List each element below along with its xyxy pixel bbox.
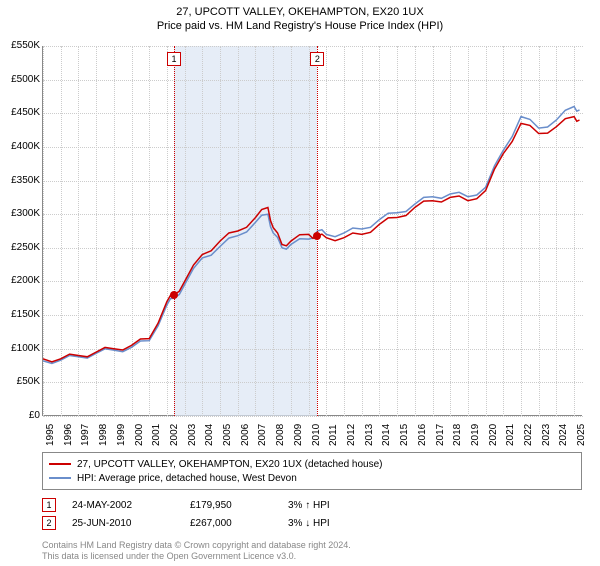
footer-line2: This data is licensed under the Open Gov… bbox=[42, 551, 351, 562]
event-marker-tag: 2 bbox=[310, 52, 324, 66]
legend-box: 27, UPCOTT VALLEY, OKEHAMPTON, EX20 1UX … bbox=[42, 452, 582, 490]
chart-subtitle: Price paid vs. HM Land Registry's House … bbox=[0, 20, 600, 32]
event-change-2: 3% ↓ HPI bbox=[288, 518, 330, 529]
x-axis-label: 2021 bbox=[505, 424, 516, 446]
y-axis-label: £50K bbox=[0, 376, 40, 387]
legend-label-subject: 27, UPCOTT VALLEY, OKEHAMPTON, EX20 1UX … bbox=[77, 459, 383, 470]
x-axis-label: 1997 bbox=[80, 424, 91, 446]
x-axis-label: 2009 bbox=[293, 424, 304, 446]
y-axis-label: £100K bbox=[0, 343, 40, 354]
y-axis-label: £200K bbox=[0, 275, 40, 286]
event-row-1: 1 24-MAY-2002 £179,950 3% ↑ HPI bbox=[42, 496, 582, 514]
x-axis-label: 2004 bbox=[204, 424, 215, 446]
x-axis-label: 2002 bbox=[169, 424, 180, 446]
x-axis-label: 2011 bbox=[328, 424, 339, 446]
chart-title: 27, UPCOTT VALLEY, OKEHAMPTON, EX20 1UX bbox=[0, 6, 600, 18]
x-axis-label: 2025 bbox=[576, 424, 587, 446]
x-axis-label: 2001 bbox=[151, 424, 162, 446]
x-axis-label: 2007 bbox=[257, 424, 268, 446]
event-data: 1 24-MAY-2002 £179,950 3% ↑ HPI 2 25-JUN… bbox=[42, 496, 582, 532]
price-marker bbox=[313, 232, 321, 240]
y-axis-label: £450K bbox=[0, 107, 40, 118]
x-axis-label: 2022 bbox=[523, 424, 534, 446]
swatch-subject bbox=[49, 463, 71, 465]
x-axis-label: 2024 bbox=[558, 424, 569, 446]
x-axis-label: 2006 bbox=[240, 424, 251, 446]
legend-row-hpi: HPI: Average price, detached house, West… bbox=[49, 471, 575, 485]
y-axis-label: £250K bbox=[0, 242, 40, 253]
x-axis-label: 2019 bbox=[470, 424, 481, 446]
event-change-1: 3% ↑ HPI bbox=[288, 500, 330, 511]
x-axis-label: 2014 bbox=[381, 424, 392, 446]
event-tag-1: 1 bbox=[42, 498, 56, 512]
event-price-2: £267,000 bbox=[190, 518, 260, 529]
legend: 27, UPCOTT VALLEY, OKEHAMPTON, EX20 1UX … bbox=[42, 452, 582, 532]
event-line bbox=[317, 46, 318, 416]
x-axis-label: 1996 bbox=[63, 424, 74, 446]
x-axis-label: 1999 bbox=[116, 424, 127, 446]
event-price-1: £179,950 bbox=[190, 500, 260, 511]
footer: Contains HM Land Registry data © Crown c… bbox=[42, 540, 351, 562]
y-axis-label: £500K bbox=[0, 74, 40, 85]
footer-line1: Contains HM Land Registry data © Crown c… bbox=[42, 540, 351, 551]
x-axis-label: 2000 bbox=[134, 424, 145, 446]
y-axis-label: £150K bbox=[0, 309, 40, 320]
y-axis-label: £400K bbox=[0, 141, 40, 152]
event-marker-tag: 1 bbox=[167, 52, 181, 66]
x-axis-label: 2016 bbox=[417, 424, 428, 446]
x-axis-label: 1998 bbox=[98, 424, 109, 446]
y-axis-label: £350K bbox=[0, 175, 40, 186]
x-axis-label: 2015 bbox=[399, 424, 410, 446]
y-axis-label: £300K bbox=[0, 208, 40, 219]
y-axis-label: £0 bbox=[0, 410, 40, 421]
x-axis-label: 2003 bbox=[187, 424, 198, 446]
event-date-1: 24-MAY-2002 bbox=[72, 500, 162, 511]
event-tag-2: 2 bbox=[42, 516, 56, 530]
event-line bbox=[174, 46, 175, 416]
x-axis-label: 1995 bbox=[45, 424, 56, 446]
legend-row-subject: 27, UPCOTT VALLEY, OKEHAMPTON, EX20 1UX … bbox=[49, 457, 575, 471]
chart-container: 27, UPCOTT VALLEY, OKEHAMPTON, EX20 1UX … bbox=[0, 6, 600, 566]
x-axis-label: 2020 bbox=[488, 424, 499, 446]
line-series bbox=[43, 46, 583, 416]
x-axis-label: 2013 bbox=[364, 424, 375, 446]
x-axis-label: 2018 bbox=[452, 424, 463, 446]
legend-label-hpi: HPI: Average price, detached house, West… bbox=[77, 473, 297, 484]
event-date-2: 25-JUN-2010 bbox=[72, 518, 162, 529]
x-axis-label: 2005 bbox=[222, 424, 233, 446]
plot: 12 bbox=[42, 46, 582, 416]
x-axis-label: 2012 bbox=[346, 424, 357, 446]
series-hpi bbox=[43, 107, 580, 364]
x-axis-label: 2010 bbox=[311, 424, 322, 446]
x-axis-label: 2023 bbox=[541, 424, 552, 446]
x-axis-label: 2017 bbox=[435, 424, 446, 446]
swatch-hpi bbox=[49, 477, 71, 479]
chart-area: 12 £0£50K£100K£150K£200K£250K£300K£350K£… bbox=[42, 46, 582, 416]
price-marker bbox=[170, 291, 178, 299]
event-row-2: 2 25-JUN-2010 £267,000 3% ↓ HPI bbox=[42, 514, 582, 532]
y-axis-label: £550K bbox=[0, 40, 40, 51]
x-axis-label: 2008 bbox=[275, 424, 286, 446]
